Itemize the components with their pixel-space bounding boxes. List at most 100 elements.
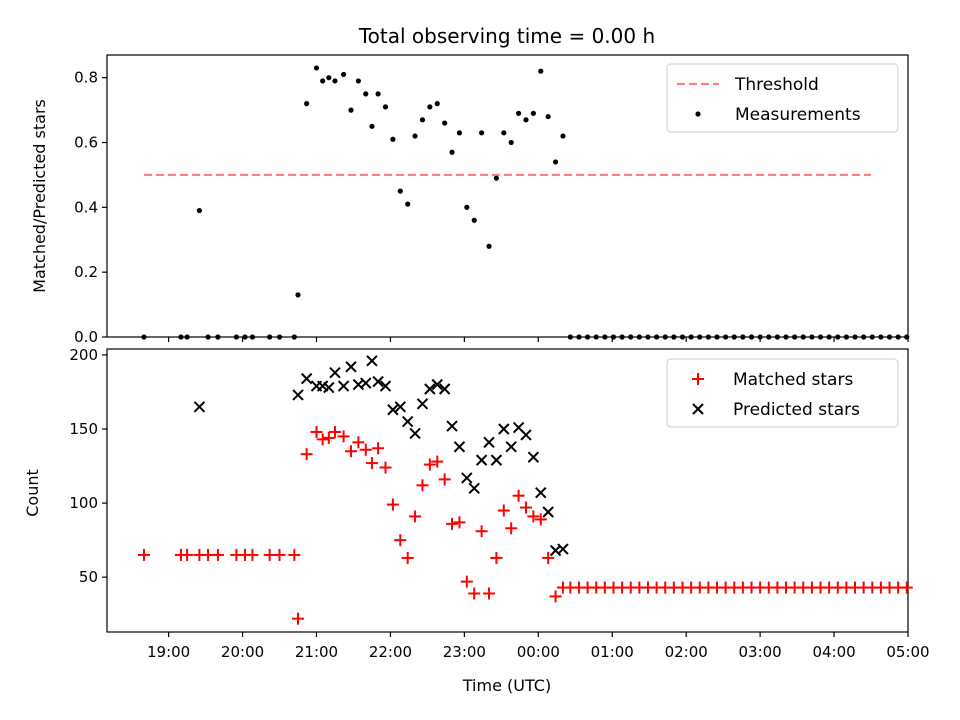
matched-star-marker xyxy=(460,575,473,588)
x-tick-label: 04:00 xyxy=(812,643,855,661)
matched-star-marker xyxy=(423,458,436,471)
predicted-star-marker xyxy=(345,361,357,373)
measurement-point xyxy=(427,104,433,110)
matched-star-marker xyxy=(431,455,444,468)
measurement-point xyxy=(375,91,381,97)
matched-star-marker xyxy=(359,443,372,456)
bottom-y-axis-label: Count xyxy=(23,469,42,517)
matched-star-marker xyxy=(288,548,301,561)
measurement-point xyxy=(567,334,573,340)
x-tick-label: 20:00 xyxy=(221,643,264,661)
measurement-point xyxy=(619,334,625,340)
matched-star-marker xyxy=(505,522,518,535)
matched-star-marker xyxy=(352,436,365,449)
measurement-point xyxy=(434,101,440,107)
measurement-point xyxy=(688,334,694,340)
measurement-point xyxy=(835,334,841,340)
measurement-point xyxy=(486,243,492,249)
measurement-point xyxy=(184,334,190,340)
matched-star-marker xyxy=(365,457,378,470)
predicted-star-marker xyxy=(372,375,384,388)
matched-star-marker xyxy=(416,479,429,492)
matched-star-marker xyxy=(468,587,481,600)
bottom-legend-box xyxy=(666,358,899,428)
predicted-star-marker xyxy=(535,487,547,499)
measurement-point xyxy=(205,334,211,340)
measurement-point xyxy=(628,334,634,340)
measurement-point xyxy=(341,71,347,78)
measurement-point xyxy=(242,334,248,340)
measurement-point xyxy=(714,334,720,340)
top-y-tick-label: 0.0 xyxy=(74,328,98,346)
predicted-star-marker xyxy=(360,377,372,389)
legend-matched-label: Matched stars xyxy=(733,370,853,390)
top-y-tick-label: 0.8 xyxy=(74,69,98,87)
measurement-point xyxy=(449,149,455,155)
predicted-star-marker xyxy=(475,454,488,466)
bottom-panel: 50 100 150 200 19:00 20:00 21:00 22:00 23:00 00:… xyxy=(23,346,930,695)
measurement-point xyxy=(774,334,780,340)
measurement-point xyxy=(295,292,301,298)
measurement-point xyxy=(766,334,772,340)
matched-star-marker xyxy=(273,548,286,561)
measurement-point xyxy=(740,334,746,340)
measurement-point xyxy=(826,334,832,340)
measurement-point xyxy=(869,334,875,340)
matched-star-marker xyxy=(527,510,540,523)
predicted-stars-layer xyxy=(193,355,569,557)
measurement-point xyxy=(397,188,403,194)
matched-star-marker xyxy=(409,510,422,523)
measurement-point xyxy=(215,334,221,340)
legend-measurements-symbol xyxy=(695,111,701,117)
matched-star-marker xyxy=(549,590,562,603)
measurement-point xyxy=(697,334,703,340)
matched-star-marker xyxy=(372,442,385,455)
measurement-point xyxy=(731,334,737,340)
matched-star-marker xyxy=(453,516,466,529)
predicted-star-marker xyxy=(424,383,436,395)
predicted-star-marker xyxy=(292,389,304,401)
measurement-point xyxy=(355,78,361,84)
predicted-star-marker xyxy=(542,506,554,518)
bottom-y-tick-label: 150 xyxy=(69,420,98,438)
bottom-legend: Matched stars Predicted stars xyxy=(666,358,899,428)
x-tick-label: 00:00 xyxy=(517,643,560,661)
matched-star-marker xyxy=(490,551,503,564)
bottom-y-tick-label: 100 xyxy=(69,494,98,512)
matched-star-marker xyxy=(483,587,496,600)
measurement-point xyxy=(326,75,332,81)
top-legend: Threshold Measurements xyxy=(666,63,899,133)
bottom-y-tick-label: 50 xyxy=(79,568,98,586)
measurement-point xyxy=(419,117,426,123)
measurement-point xyxy=(313,65,320,71)
measurement-point xyxy=(471,217,477,223)
predicted-star-marker xyxy=(461,472,473,484)
predicted-star-marker xyxy=(337,380,350,392)
predicted-star-marker xyxy=(416,398,429,410)
predicted-star-marker xyxy=(438,383,451,395)
measurement-point xyxy=(602,334,608,340)
measurement-point xyxy=(291,334,297,340)
matched-star-marker xyxy=(394,534,407,547)
measurement-point xyxy=(456,130,463,136)
legend-predicted-label: Predicted stars xyxy=(733,400,860,420)
matched-star-marker xyxy=(181,548,194,561)
top-y-tick-label: 0.4 xyxy=(74,198,98,216)
matched-star-marker xyxy=(246,548,259,561)
top-panel: 0.00.20.40.60.8 Matched/Predicted stars … xyxy=(30,54,910,346)
matched-star-marker xyxy=(446,517,459,530)
measurement-point xyxy=(792,334,798,340)
predicted-star-marker xyxy=(520,429,532,441)
matched-star-marker xyxy=(512,489,525,502)
predicted-star-marker xyxy=(505,441,517,453)
matched-star-marker xyxy=(386,498,399,511)
top-y-axis-label: Matched/Predicted stars xyxy=(30,99,49,293)
predicted-star-marker xyxy=(387,404,399,416)
predicted-star-marker xyxy=(431,378,443,391)
predicted-star-marker xyxy=(366,355,378,367)
measurement-point xyxy=(332,78,338,84)
predicted-star-marker xyxy=(409,427,421,440)
predicted-star-marker xyxy=(453,441,466,453)
predicted-star-marker xyxy=(527,451,540,463)
